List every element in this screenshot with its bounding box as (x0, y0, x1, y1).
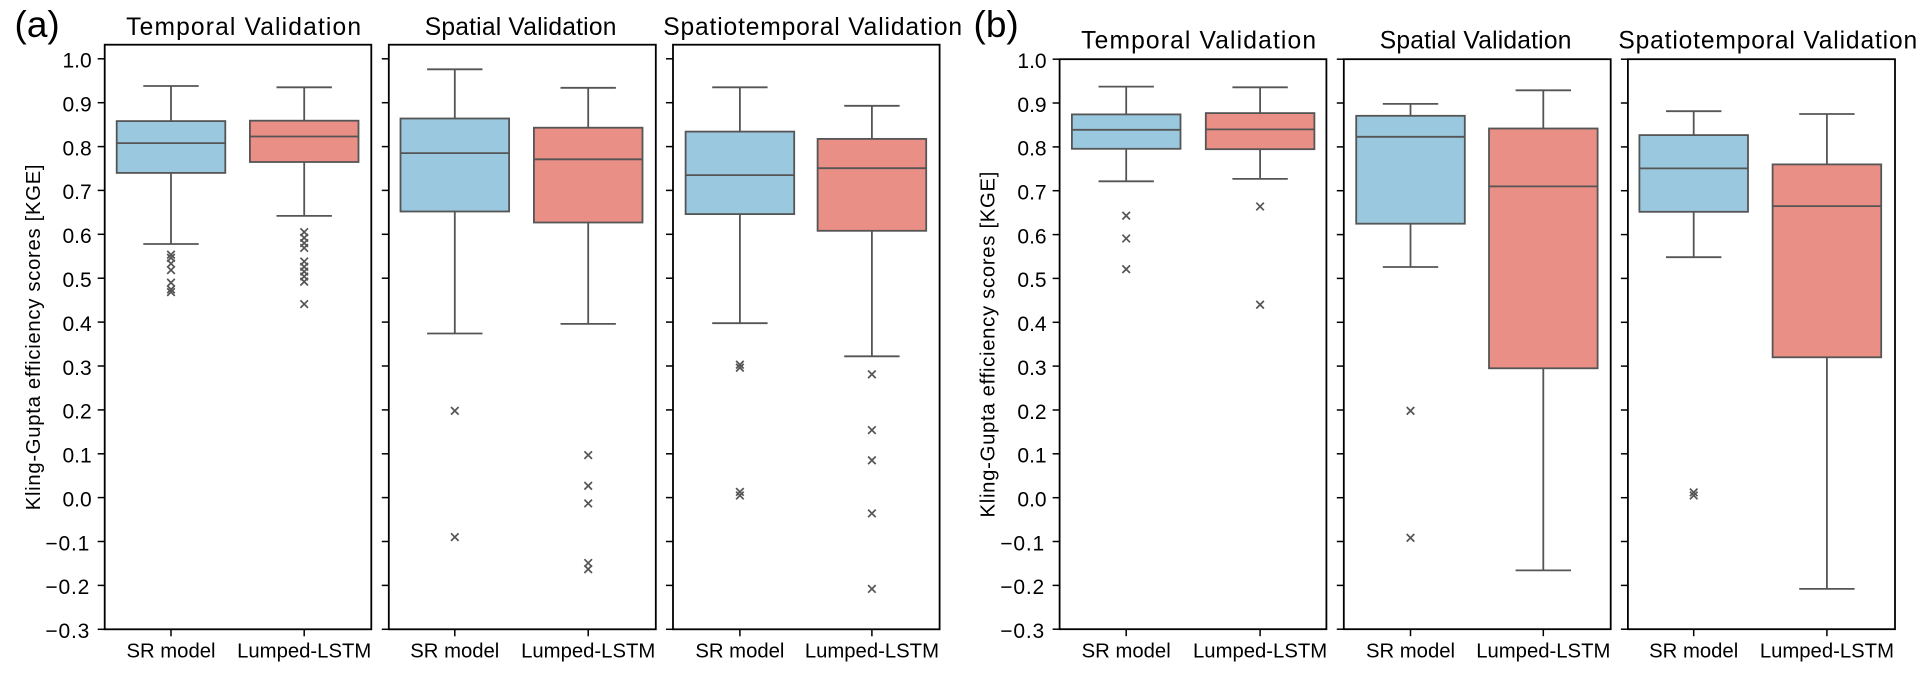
svg-text:0.4: 0.4 (62, 313, 92, 336)
svg-text:Lumped-LSTM: Lumped-LSTM (237, 641, 371, 663)
svg-text:0.5: 0.5 (1017, 269, 1046, 292)
svg-text:1.0: 1.0 (62, 50, 91, 73)
svg-text:0.3: 0.3 (62, 357, 91, 380)
svg-text:0.2: 0.2 (62, 401, 91, 424)
svg-text:SR model: SR model (1366, 641, 1455, 663)
svg-text:0.9: 0.9 (1017, 94, 1046, 117)
svg-text:Lumped-LSTM: Lumped-LSTM (1193, 641, 1327, 663)
svg-text:0.6: 0.6 (1017, 225, 1046, 248)
svg-text:Kling-Gupta efficiency scores: Kling-Gupta efficiency scores [KGE] (23, 164, 45, 511)
svg-text:0.1: 0.1 (1017, 445, 1046, 468)
svg-text:SR model: SR model (695, 641, 784, 663)
svg-text:Lumped-LSTM: Lumped-LSTM (521, 641, 655, 663)
svg-text:0.9: 0.9 (62, 94, 91, 117)
svg-text:0.8: 0.8 (1017, 138, 1046, 161)
svg-text:Kling-Gupta efficiency scores: Kling-Gupta efficiency scores [KGE] (978, 171, 1000, 518)
svg-text:Lumped-LSTM: Lumped-LSTM (805, 641, 939, 663)
svg-text:Spatiotemporal Validation: Spatiotemporal Validation (1618, 28, 1918, 55)
svg-text:Temporal Validation: Temporal Validation (1081, 28, 1317, 55)
svg-text:−0.1: −0.1 (45, 532, 90, 555)
svg-text:−0.3: −0.3 (1000, 620, 1045, 643)
svg-text:0.1: 0.1 (62, 445, 91, 468)
svg-text:−0.1: −0.1 (1000, 532, 1045, 555)
svg-text:Lumped-LSTM: Lumped-LSTM (1760, 641, 1894, 663)
svg-text:(a): (a) (15, 4, 60, 45)
svg-text:SR model: SR model (1649, 641, 1738, 663)
svg-text:Spatiotemporal Validation: Spatiotemporal Validation (663, 14, 963, 41)
svg-text:0.3: 0.3 (1017, 357, 1046, 380)
svg-text:0.7: 0.7 (1017, 182, 1046, 205)
svg-text:0.5: 0.5 (62, 269, 91, 292)
svg-text:Spatial Validation: Spatial Validation (425, 14, 617, 41)
svg-text:Temporal Validation: Temporal Validation (126, 14, 362, 41)
svg-text:0.7: 0.7 (62, 181, 91, 204)
svg-text:0.2: 0.2 (1017, 401, 1046, 424)
svg-text:SR model: SR model (126, 641, 215, 663)
svg-text:0.4: 0.4 (1017, 313, 1047, 336)
svg-text:SR model: SR model (1082, 641, 1171, 663)
svg-text:−0.3: −0.3 (45, 620, 90, 643)
svg-text:−0.2: −0.2 (45, 576, 90, 599)
svg-text:0.6: 0.6 (62, 225, 91, 248)
svg-text:(b): (b) (974, 4, 1019, 45)
svg-text:0.0: 0.0 (1017, 489, 1046, 512)
svg-text:Spatial Validation: Spatial Validation (1380, 28, 1572, 55)
svg-text:Lumped-LSTM: Lumped-LSTM (1476, 641, 1610, 663)
svg-text:0.8: 0.8 (62, 137, 91, 160)
svg-text:1.0: 1.0 (1017, 50, 1046, 73)
svg-text:−0.2: −0.2 (1000, 576, 1045, 599)
svg-text:SR model: SR model (410, 641, 499, 663)
svg-text:0.0: 0.0 (62, 488, 91, 511)
